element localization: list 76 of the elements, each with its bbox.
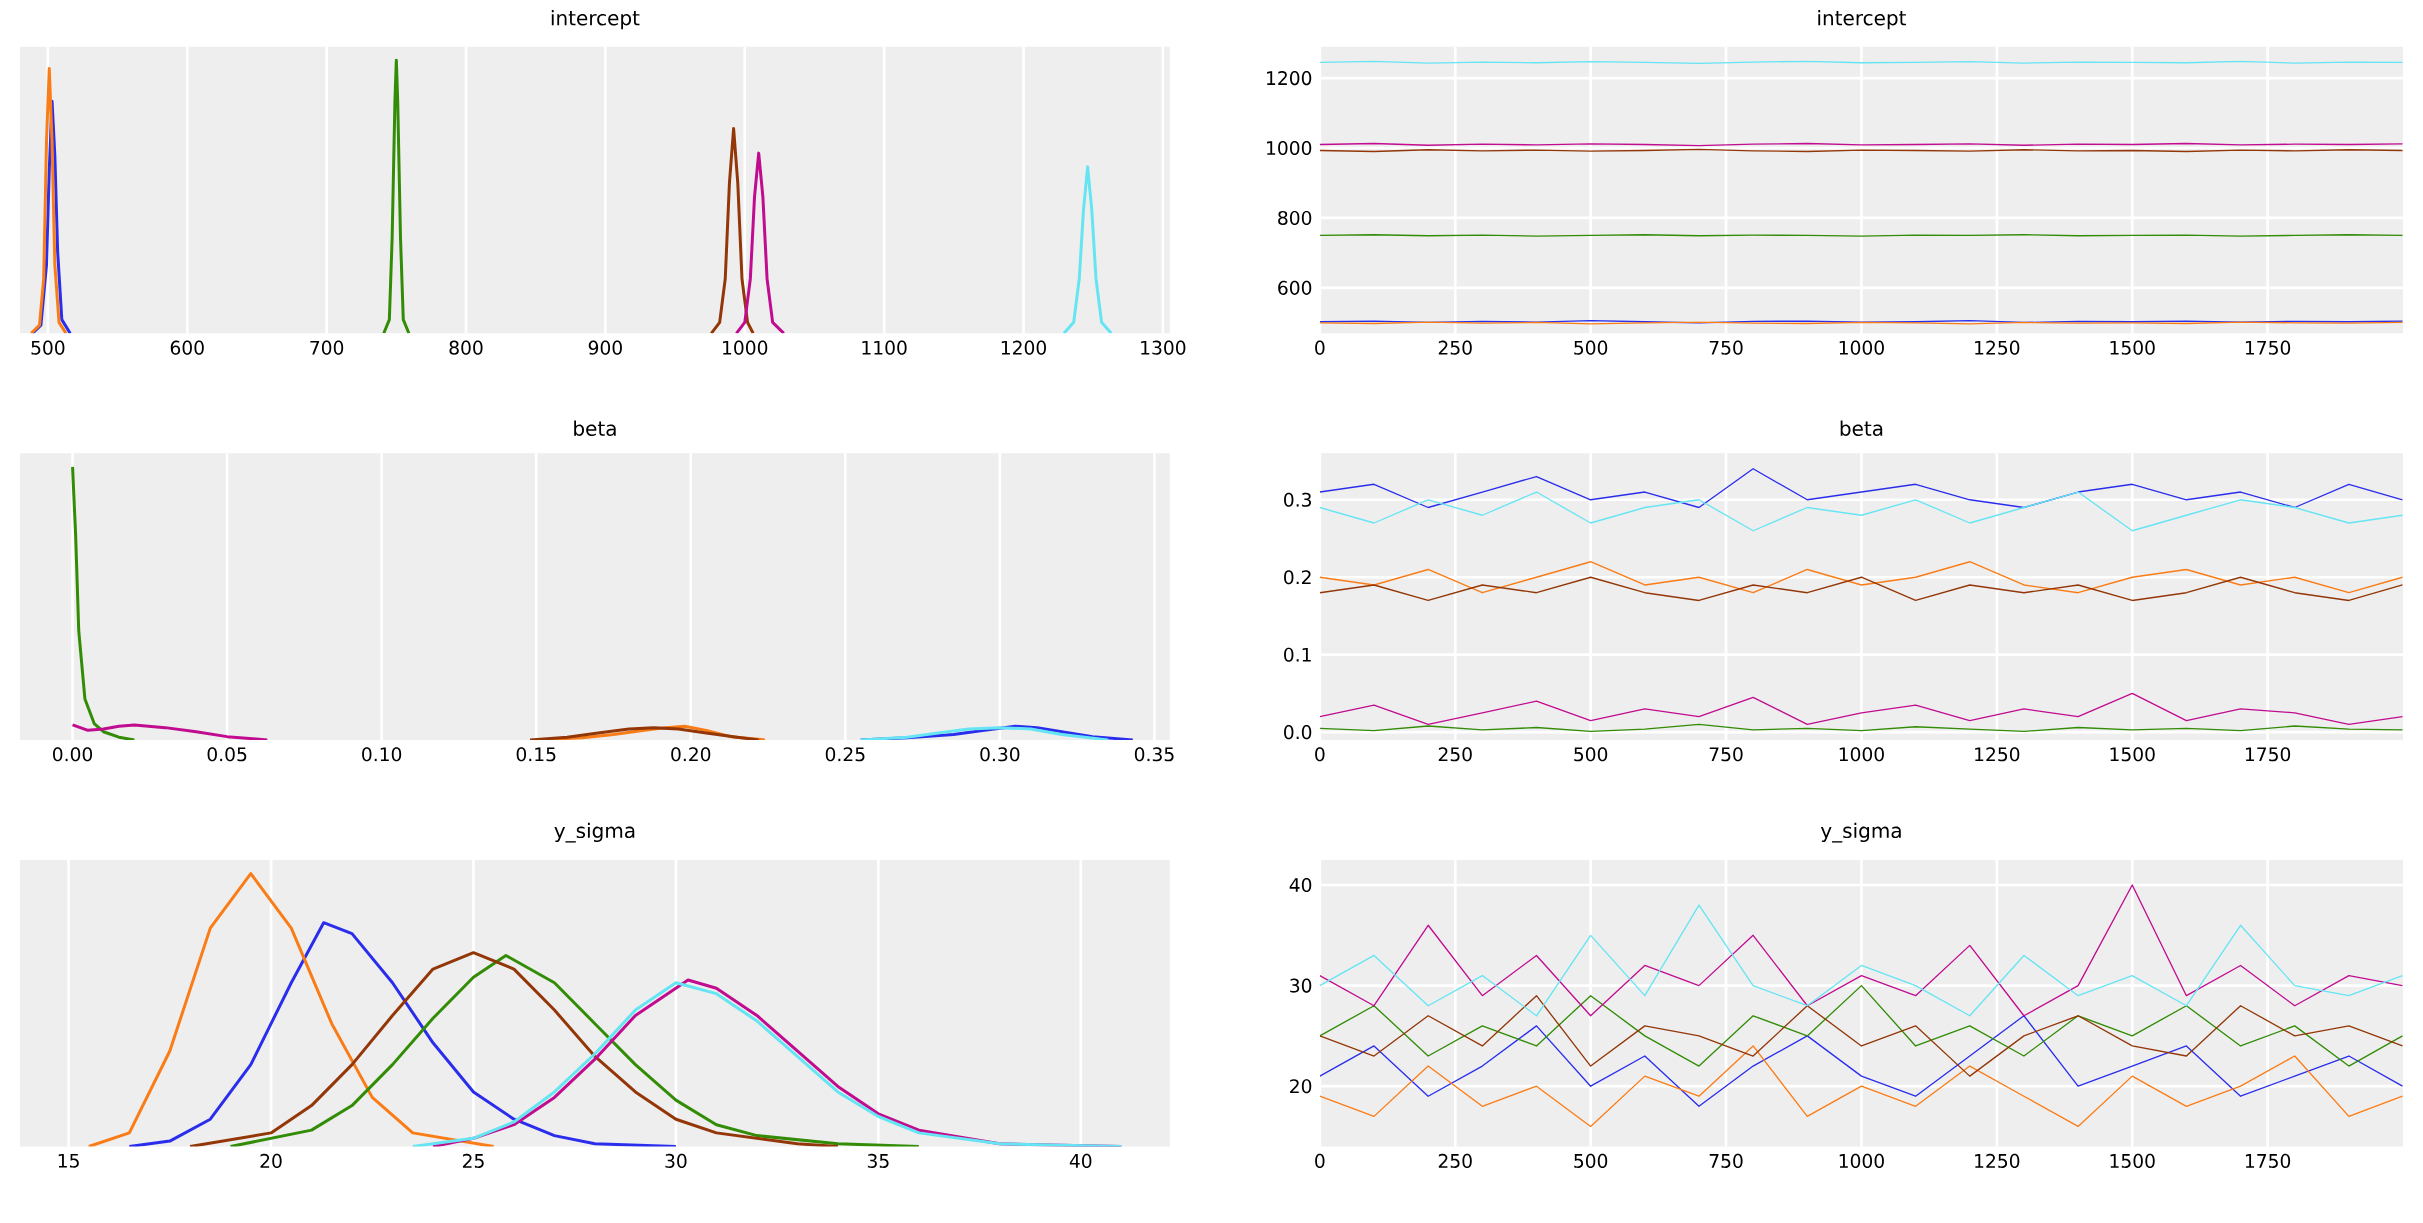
x-tick-label: 0.10 (362, 747, 402, 762)
y-tick-label: 20 (1290, 1079, 1312, 1094)
x-tick-label: 1500 (2110, 1153, 2155, 1168)
line-series (1319, 1045, 2404, 1128)
x-tick-label: 30 (665, 1153, 687, 1168)
x-tick-label: 15 (58, 1153, 79, 1168)
x-tick-label: 1250 (1975, 747, 2020, 762)
x-tick-label: 0.35 (1134, 747, 1174, 762)
x-tick-label: 0.00 (53, 747, 93, 762)
line-series (1319, 576, 2404, 602)
x-tick-label: 1250 (1975, 1153, 2020, 1168)
chart-title: beta (574, 420, 616, 436)
y-tick-label: 1000 (1267, 140, 1312, 156)
line-series (1319, 723, 2404, 732)
y-tick-label: 0.0 (1284, 725, 1312, 740)
x-tick-label: 1000 (1839, 340, 1884, 355)
line-series (1319, 904, 2404, 1017)
chart-title: y_sigma (554, 822, 635, 843)
line-series (1319, 1015, 2404, 1107)
x-tick-label: 1500 (2110, 747, 2155, 762)
y-tick-label: 30 (1290, 978, 1312, 993)
x-tick-label: 500 (1574, 747, 1608, 762)
x-tick-label: 1000 (723, 340, 768, 355)
x-tick-label: 250 (1438, 1153, 1472, 1168)
x-tick-label: 500 (31, 340, 65, 355)
x-tick-label: 1250 (1975, 340, 2020, 355)
x-tick-label: 250 (1438, 747, 1472, 762)
y-tick-label: 0.2 (1284, 570, 1311, 585)
x-tick-label: 0 (1315, 747, 1325, 762)
x-tick-label: 0.20 (671, 747, 711, 762)
y-tick-label: 800 (1278, 210, 1312, 225)
line-series (1319, 984, 2404, 1067)
x-tick-label: 1000 (1839, 1153, 1884, 1168)
chart-title: y_sigma (1820, 822, 1901, 843)
line-series (1319, 884, 2404, 1017)
y-tick-label: 600 (1278, 280, 1312, 295)
line-series (1319, 994, 2404, 1077)
x-tick-label: 750 (1709, 1153, 1743, 1168)
y-tick-label: 1200 (1267, 70, 1312, 86)
y-tick-label: 0.1 (1284, 647, 1311, 662)
y-tick-label: 40 (1289, 877, 1312, 893)
x-tick-label: 750 (1709, 747, 1743, 762)
chart-title: beta (1840, 420, 1883, 436)
x-tick-label: 800 (449, 340, 483, 355)
x-tick-label: 25 (462, 1153, 484, 1168)
line-series (1319, 491, 2404, 532)
y-tick-label: 0.3 (1284, 492, 1312, 507)
line-series (1319, 692, 2404, 726)
x-tick-label: 0 (1315, 1153, 1325, 1168)
chart-title: intercept (551, 9, 640, 30)
x-tick-label: 35 (867, 1153, 889, 1168)
x-tick-label: 250 (1438, 340, 1472, 355)
x-tick-label: 20 (260, 1153, 282, 1168)
x-tick-label: 0.05 (207, 747, 247, 762)
x-tick-label: 1500 (2110, 340, 2155, 355)
x-tick-label: 1750 (2245, 1153, 2291, 1168)
x-tick-label: 900 (588, 340, 622, 355)
x-tick-label: 1750 (2245, 747, 2291, 762)
x-tick-label: 750 (1709, 340, 1743, 355)
line-series (1319, 468, 2404, 509)
x-tick-label: 1750 (2245, 340, 2291, 355)
line-series (1319, 560, 2404, 594)
x-tick-label: 0 (1315, 340, 1325, 355)
chart-title: intercept (1818, 9, 1906, 30)
x-tick-label: 1200 (1001, 340, 1046, 355)
x-tick-label: 0.30 (980, 747, 1020, 762)
x-tick-label: 1000 (1839, 747, 1884, 762)
x-tick-label: 1100 (862, 340, 907, 355)
x-tick-label: 0.15 (516, 747, 556, 762)
x-tick-label: 500 (1574, 340, 1608, 355)
x-tick-label: 40 (1069, 1153, 1092, 1168)
x-tick-label: 1300 (1141, 340, 1186, 355)
x-tick-label: 700 (310, 340, 344, 355)
x-tick-label: 500 (1574, 1153, 1608, 1168)
x-tick-label: 0.25 (825, 747, 865, 762)
x-tick-label: 600 (170, 340, 204, 355)
